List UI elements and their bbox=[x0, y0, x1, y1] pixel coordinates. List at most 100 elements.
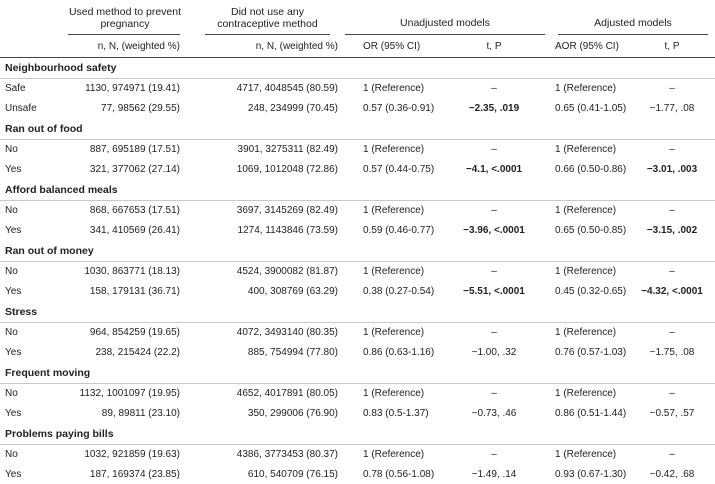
cell: 158, 179131 (36.71) bbox=[89, 286, 180, 297]
cell: 1 (Reference) bbox=[363, 327, 425, 338]
row-label: Yes bbox=[5, 347, 22, 358]
cell: 964, 854259 (19.65) bbox=[89, 327, 180, 338]
cell: 1130, 974971 (19.41) bbox=[85, 83, 180, 94]
group-rule bbox=[345, 34, 545, 35]
data-row: No 1132, 1001097 (19.95) 4652, 4017891 (80… bbox=[0, 384, 715, 405]
row-label: No bbox=[5, 144, 18, 155]
data-row: No 868, 667653 (17.51) 3697, 3145269 (82.4… bbox=[0, 201, 715, 222]
cell: 4072, 3493140 (80.35) bbox=[236, 327, 338, 338]
group-header: Adjusted models bbox=[594, 17, 672, 29]
cell: 0.93 (0.67-1.30) bbox=[555, 469, 627, 480]
data-row: No 1030, 863771 (18.13) 4524, 3900082 (81.… bbox=[0, 262, 715, 283]
cell: −0.57, .57 bbox=[649, 408, 695, 419]
section-title: Ran out of food bbox=[5, 123, 83, 135]
column-header: t, P bbox=[486, 41, 502, 52]
cell: 1 (Reference) bbox=[363, 205, 425, 216]
cell: 1 (Reference) bbox=[555, 449, 617, 460]
cell: – bbox=[669, 83, 675, 94]
cell: 885, 754994 (77.80) bbox=[247, 347, 338, 358]
cell: 1132, 1001097 (19.95) bbox=[79, 388, 180, 399]
group-header: Unadjusted models bbox=[400, 17, 490, 29]
row-label: Unsafe bbox=[5, 103, 37, 114]
section-title: Frequent moving bbox=[5, 367, 91, 379]
cell: 1 (Reference) bbox=[555, 388, 617, 399]
row-label: Yes bbox=[5, 286, 22, 297]
row-label: No bbox=[5, 266, 18, 277]
data-row: Yes 238, 215424 (22.2) 885, 754994 (77.80)… bbox=[0, 343, 715, 364]
cell: 1 (Reference) bbox=[363, 388, 425, 399]
cell: – bbox=[669, 449, 675, 460]
cell: 1274, 1143846 (73.59) bbox=[237, 225, 338, 236]
cell: 1 (Reference) bbox=[555, 327, 617, 338]
section-row: Stress bbox=[0, 302, 715, 323]
cell: 887, 695189 (17.51) bbox=[89, 144, 180, 155]
group-header: Did not use any contraceptive method bbox=[217, 6, 318, 30]
cell: 1 (Reference) bbox=[363, 144, 425, 155]
row-label: Yes bbox=[5, 164, 22, 175]
cell: – bbox=[669, 327, 675, 338]
cell: 0.38 (0.27-0.54) bbox=[363, 286, 435, 297]
data-row: Yes 187, 169374 (23.85) 610, 540709 (76.15… bbox=[0, 465, 715, 484]
cell: 4524, 3900082 (81.87) bbox=[236, 266, 338, 277]
row-label: No bbox=[5, 388, 18, 399]
section-row: Ran out of food bbox=[0, 119, 715, 140]
cell: 350, 299006 (76.90) bbox=[247, 408, 338, 419]
section-row: Frequent moving bbox=[0, 363, 715, 384]
cell: – bbox=[669, 144, 675, 155]
cell: 1 (Reference) bbox=[555, 266, 617, 277]
cell: 238, 215424 (22.2) bbox=[95, 347, 180, 358]
cell: – bbox=[669, 266, 675, 277]
cell: −0.42, .68 bbox=[649, 469, 695, 480]
cell: −2.35, .019 bbox=[468, 103, 520, 114]
data-row: No 887, 695189 (17.51) 3901, 3275311 (82.4… bbox=[0, 140, 715, 161]
cell: – bbox=[491, 205, 497, 216]
cell: −5.51, <.0001 bbox=[463, 286, 525, 297]
cell: 321, 377062 (27.14) bbox=[89, 164, 180, 175]
data-row: Yes 89, 89811 (23.10) 350, 299006 (76.90) 0… bbox=[0, 404, 715, 425]
cell: 0.65 (0.41-1.05) bbox=[555, 103, 627, 114]
data-row: No 964, 854259 (19.65) 4072, 3493140 (80.3… bbox=[0, 323, 715, 344]
column-header: AOR (95% CI) bbox=[555, 41, 619, 52]
cell: – bbox=[491, 144, 497, 155]
cell: 868, 667653 (17.51) bbox=[89, 205, 180, 216]
group-header: Used method to prevent pregnancy bbox=[68, 6, 182, 30]
cell: 1 (Reference) bbox=[363, 449, 425, 460]
cell: −4.1, <.0001 bbox=[465, 164, 523, 175]
row-label: No bbox=[5, 205, 18, 216]
group-rule bbox=[205, 34, 330, 35]
row-label: No bbox=[5, 327, 18, 338]
cell: 0.65 (0.50-0.85) bbox=[555, 225, 627, 236]
cell: 0.83 (0.5-1.37) bbox=[363, 408, 429, 419]
row-label: Safe bbox=[5, 83, 26, 94]
column-header: OR (95% CI) bbox=[363, 41, 421, 52]
cell: 4652, 4017891 (80.05) bbox=[236, 388, 338, 399]
cell: 89, 89811 (23.10) bbox=[101, 408, 180, 419]
cell: −3.01, .003 bbox=[646, 164, 698, 175]
row-label: Yes bbox=[5, 469, 22, 480]
cell: 4717, 4048545 (80.59) bbox=[236, 83, 338, 94]
cell: 4386, 3773453 (80.37) bbox=[236, 449, 338, 460]
section-row: Neighbourhood safety bbox=[0, 58, 715, 79]
group-rule bbox=[558, 34, 708, 35]
cell: – bbox=[491, 83, 497, 94]
cell: 1 (Reference) bbox=[555, 83, 617, 94]
data-row: Safe 1130, 974971 (19.41) 4717, 4048545 (8… bbox=[0, 79, 715, 100]
cell: −1.49, .14 bbox=[471, 469, 517, 480]
cell: 1030, 863771 (18.13) bbox=[84, 266, 180, 277]
cell: 0.45 (0.32-0.65) bbox=[555, 286, 627, 297]
cell: 0.86 (0.63-1.16) bbox=[363, 347, 435, 358]
cell: −1.75, .08 bbox=[649, 347, 695, 358]
cell: −1.77, .08 bbox=[649, 103, 695, 114]
row-label: Yes bbox=[5, 408, 22, 419]
cell: 0.66 (0.50-0.86) bbox=[555, 164, 627, 175]
cell: 0.86 (0.51-1.44) bbox=[555, 408, 627, 419]
cell: 1 (Reference) bbox=[363, 83, 425, 94]
cell: – bbox=[669, 388, 675, 399]
cell: – bbox=[491, 388, 497, 399]
cell: 341, 410569 (26.41) bbox=[89, 225, 180, 236]
column-header: t, P bbox=[664, 41, 680, 52]
cell: 400, 308769 (63.29) bbox=[247, 286, 338, 297]
row-label: No bbox=[5, 449, 18, 460]
cell: 0.59 (0.46-0.77) bbox=[363, 225, 435, 236]
